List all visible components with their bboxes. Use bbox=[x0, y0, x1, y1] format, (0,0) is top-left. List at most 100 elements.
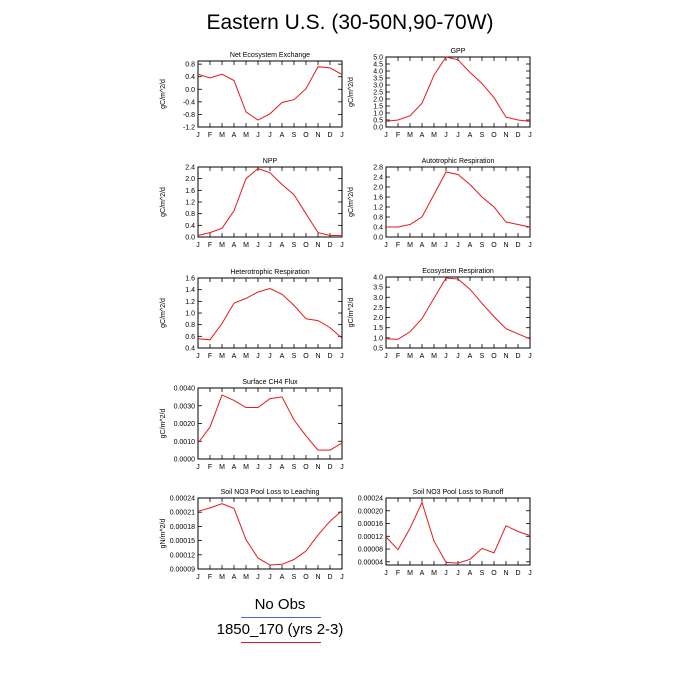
y-tick-label: 0.8 bbox=[185, 322, 195, 329]
series-line bbox=[197, 287, 343, 341]
y-axis-label: gC/m^2/d bbox=[348, 77, 355, 107]
y-tick-label: 0.8 bbox=[373, 215, 383, 222]
y-tick-label: 3.5 bbox=[373, 285, 383, 292]
x-tick-label: M bbox=[219, 464, 225, 471]
x-tick-label: J bbox=[456, 242, 460, 249]
y-tick-label: 1.2 bbox=[373, 205, 383, 212]
y-tick-label: 0.00015 bbox=[170, 538, 195, 545]
x-tick-label: S bbox=[480, 353, 485, 360]
x-tick-label: F bbox=[208, 132, 212, 139]
x-tick-label: J bbox=[456, 132, 460, 139]
series-line bbox=[197, 167, 342, 236]
x-tick-label: J bbox=[444, 132, 448, 139]
x-tick-label: S bbox=[480, 570, 485, 577]
series-line bbox=[386, 171, 531, 228]
x-tick-label: A bbox=[420, 242, 425, 249]
x-tick-label: J bbox=[268, 132, 272, 139]
y-axis-label: gC/m^2/d bbox=[160, 187, 167, 217]
x-tick-label: A bbox=[232, 132, 237, 139]
x-tick-label: A bbox=[232, 353, 237, 360]
x-tick-label: J bbox=[384, 353, 388, 360]
x-tick-label: J bbox=[340, 574, 344, 581]
x-tick-label: N bbox=[503, 132, 508, 139]
chart-title: Surface CH4 Flux bbox=[242, 379, 298, 386]
series-line bbox=[197, 66, 343, 121]
x-tick-label: O bbox=[491, 353, 497, 360]
x-tick-label: O bbox=[303, 464, 309, 471]
legend-label-obs: No Obs bbox=[254, 596, 306, 613]
y-tick-label: 0.00020 bbox=[358, 508, 383, 515]
x-tick-label: J bbox=[256, 242, 260, 249]
y-tick-label: 3.0 bbox=[373, 295, 383, 302]
y-axis-label: gN/m^2/d bbox=[160, 519, 167, 549]
y-tick-label: 0.0 bbox=[373, 125, 383, 132]
plot-frame bbox=[197, 166, 343, 238]
x-tick-label: J bbox=[256, 353, 260, 360]
x-tick-label: M bbox=[243, 242, 249, 249]
x-tick-label: M bbox=[219, 132, 225, 139]
series-line bbox=[385, 56, 531, 122]
plot-frame bbox=[197, 497, 343, 570]
x-tick-label: J bbox=[268, 574, 272, 581]
x-tick-label: M bbox=[219, 574, 225, 581]
x-tick-label: M bbox=[431, 132, 437, 139]
y-tick-label: 0.4 bbox=[185, 74, 195, 81]
x-tick-label: J bbox=[340, 353, 344, 360]
y-tick-label: 0.00008 bbox=[358, 547, 383, 554]
x-tick-label: D bbox=[327, 574, 332, 581]
y-tick-label: 1.0 bbox=[185, 311, 195, 318]
x-tick-label: A bbox=[232, 464, 237, 471]
y-tick-label: 0.5 bbox=[373, 118, 383, 125]
x-tick-label: N bbox=[315, 242, 320, 249]
y-tick-label: 4.0 bbox=[373, 275, 383, 282]
x-tick-label: F bbox=[396, 353, 400, 360]
x-tick-label: M bbox=[407, 132, 413, 139]
x-tick-label: M bbox=[407, 570, 413, 577]
x-tick-label: J bbox=[196, 353, 200, 360]
y-tick-label: 0.4 bbox=[373, 225, 383, 232]
x-tick-label: M bbox=[431, 353, 437, 360]
x-tick-label: M bbox=[243, 574, 249, 581]
chart-panel: Net Ecosystem Exchange 0.8 0.4 0.0 -0.4 -0.8 -… bbox=[160, 52, 344, 139]
x-tick-label: J bbox=[196, 464, 200, 471]
y-tick-label: 0.4 bbox=[185, 346, 195, 353]
x-tick-label: J bbox=[340, 464, 344, 471]
x-tick-label: A bbox=[280, 132, 285, 139]
x-tick-label: A bbox=[468, 570, 473, 577]
y-tick-label: 2.4 bbox=[373, 175, 383, 182]
x-tick-label: S bbox=[480, 132, 485, 139]
x-tick-label: F bbox=[396, 570, 400, 577]
x-tick-label: N bbox=[315, 353, 320, 360]
y-tick-label: 0.4 bbox=[185, 223, 195, 230]
x-tick-label: J bbox=[384, 570, 388, 577]
y-tick-label: 2.5 bbox=[373, 305, 383, 312]
y-tick-label: 0.00024 bbox=[358, 496, 383, 503]
x-tick-label: J bbox=[340, 242, 344, 249]
x-tick-label: N bbox=[503, 570, 508, 577]
x-tick-label: D bbox=[327, 464, 332, 471]
y-tick-label: 4.0 bbox=[373, 69, 383, 76]
x-tick-label: D bbox=[327, 132, 332, 139]
x-tick-label: J bbox=[456, 353, 460, 360]
y-tick-label: 0.00012 bbox=[358, 534, 383, 541]
x-tick-label: A bbox=[280, 353, 285, 360]
x-tick-label: J bbox=[268, 464, 272, 471]
chart-panel: Surface CH4 Flux 0.0040 0.0030 0.0020 0.0010… bbox=[160, 379, 344, 471]
legend-label-model: 1850_170 (yrs 2-3) bbox=[216, 621, 344, 638]
y-tick-label: 3.5 bbox=[373, 76, 383, 83]
plot-frame bbox=[385, 497, 531, 566]
y-tick-label: 2.8 bbox=[373, 165, 383, 172]
x-tick-label: A bbox=[420, 132, 425, 139]
y-tick-label: 1.2 bbox=[185, 200, 195, 207]
series-line bbox=[385, 501, 531, 564]
chart-title: Net Ecosystem Exchange bbox=[230, 52, 310, 59]
x-tick-label: D bbox=[515, 242, 520, 249]
y-axis-label: gC/m^2/d bbox=[160, 409, 167, 439]
x-tick-label: M bbox=[407, 353, 413, 360]
legend-line-obs bbox=[241, 617, 321, 618]
x-tick-label: N bbox=[315, 464, 320, 471]
y-tick-label: -1.2 bbox=[183, 125, 195, 132]
x-tick-label: A bbox=[280, 242, 285, 249]
